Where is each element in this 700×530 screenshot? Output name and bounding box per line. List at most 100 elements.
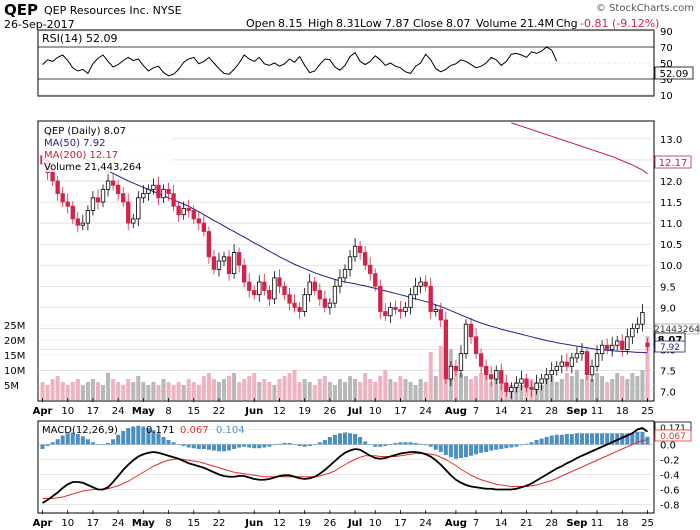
volume-bar (620, 376, 625, 400)
histogram-bar (186, 444, 191, 448)
volume-bar (418, 379, 423, 400)
candle-body (131, 218, 136, 224)
macd-tick-label: -0.6 (660, 486, 680, 497)
x-tick-label: 7 (473, 518, 479, 529)
histogram-bar (559, 434, 564, 445)
volume-bar (595, 373, 600, 400)
change-label: Chg (556, 17, 578, 30)
volume-bar (337, 379, 342, 400)
candle-body (262, 281, 267, 291)
candle-body (620, 340, 625, 350)
candle-body (95, 197, 101, 203)
candle-body (378, 285, 383, 312)
histogram-bar (201, 444, 206, 449)
candle-body (105, 180, 111, 190)
candle-body (393, 306, 398, 310)
volume-bar (146, 385, 151, 400)
x-tick-label: Jun (244, 518, 263, 529)
volume-bar (247, 376, 252, 400)
x-tick-label: Sep (566, 518, 587, 529)
candle-body (141, 193, 146, 199)
candle-body (468, 323, 474, 338)
close-label: Close (413, 17, 443, 30)
candle-body (630, 327, 635, 338)
x-tick-label: 25 (641, 518, 654, 529)
x-tick-label: 17 (394, 518, 407, 529)
x-tick-label: Aug (445, 406, 467, 417)
x-tick-label: Jun (244, 406, 263, 417)
candle-body (615, 340, 620, 346)
candle-body (463, 323, 469, 355)
candle-body (136, 197, 141, 220)
candle-body (388, 306, 393, 317)
x-tick-label: 26 (324, 406, 337, 417)
volume-bar (584, 376, 589, 400)
volume-bar (519, 385, 524, 400)
volume-bar (141, 382, 146, 400)
volume-bar (302, 379, 307, 400)
ma50-badge (654, 340, 686, 353)
volume-axis: 25M 20M 15M 10M 5M (4, 321, 654, 392)
candle-body (368, 264, 373, 275)
candle-body (559, 361, 564, 367)
x-tick-label: 12 (273, 518, 286, 529)
volume-bar (90, 379, 95, 400)
histogram-bar (232, 444, 237, 449)
x-tick-label: 12 (273, 406, 286, 417)
low-value: 7.87 (385, 17, 410, 30)
volume-bar (625, 379, 630, 400)
change-value: -0.81 (-9.12%) (580, 17, 659, 30)
volume-bar (40, 382, 45, 400)
volume-bar (232, 373, 237, 400)
x-tick-label: 8 (165, 406, 171, 417)
histogram-bar (111, 439, 116, 445)
price-legend: QEP (Daily) 8.07 MA(50) 7.92 MA(200) 12.… (42, 124, 172, 173)
volume-bar (373, 382, 378, 400)
candle-body (357, 245, 363, 253)
candle-body (297, 306, 302, 312)
histogram-bar (544, 437, 549, 445)
candle-body (428, 285, 433, 312)
volume-bar (484, 370, 489, 400)
histogram-bar (292, 444, 297, 445)
volume-bar (605, 382, 610, 400)
histogram-bar (242, 444, 247, 447)
histogram-bar (80, 436, 85, 445)
x-tick-label: 22 (213, 518, 226, 529)
histogram-bar (65, 433, 70, 445)
candle-body (272, 277, 277, 300)
volume-bar (287, 373, 292, 400)
x-tick-label: Apr (33, 406, 53, 417)
x-tick-label: 11 (591, 406, 604, 417)
histogram-bar (383, 444, 388, 446)
histogram-bar (116, 434, 121, 445)
volume-bar (237, 382, 242, 400)
histogram-bar (181, 444, 186, 446)
x-tick-label: 7 (473, 406, 479, 417)
volume-bar (156, 385, 161, 400)
candle-body (574, 353, 580, 359)
candle-body (75, 218, 80, 226)
x-tick-label: Jul (347, 518, 362, 529)
candle-body (514, 382, 519, 388)
x-tick-label: May (132, 406, 155, 417)
macd-tick-label: -0.4 (660, 471, 680, 482)
volume-bar (176, 382, 181, 400)
price-tick-label: 12.0 (660, 177, 682, 188)
histogram-bar (151, 430, 156, 445)
volume-bar (590, 379, 595, 400)
candle-body (287, 294, 292, 304)
price-tick-label: 10.5 (660, 240, 682, 251)
price-tick-label: 11.5 (660, 198, 682, 209)
x-tick-label: 19 (298, 518, 311, 529)
histogram-bar (90, 442, 95, 445)
signal-badge (654, 429, 692, 442)
x-tick-label: 21 (520, 406, 533, 417)
histogram-bar (237, 444, 242, 448)
histogram-bar (257, 444, 262, 449)
candle-body (483, 365, 489, 376)
histogram-bar (534, 440, 539, 445)
histogram-bar (625, 433, 630, 445)
histogram-bar (610, 433, 615, 445)
histogram-bar (161, 437, 166, 445)
